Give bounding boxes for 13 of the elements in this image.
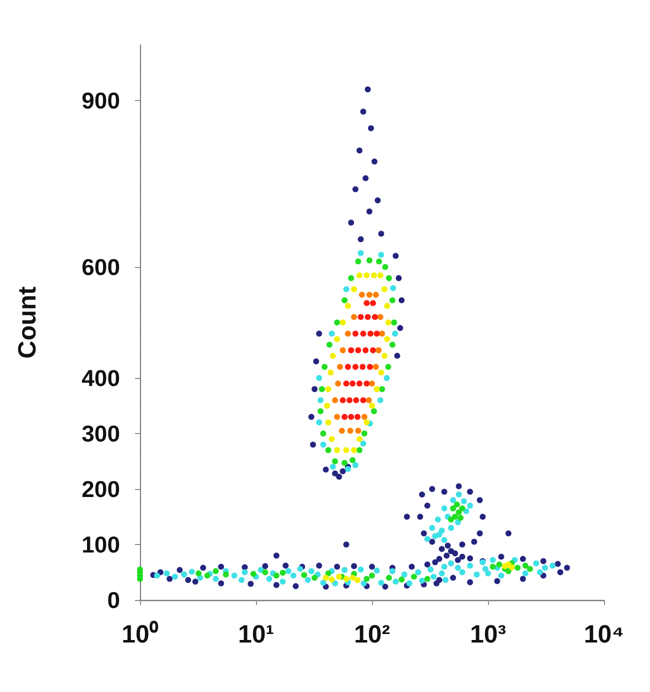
x-tick-label: 10⁰: [122, 620, 158, 648]
y-tick-label: 200: [82, 476, 120, 502]
y-tick-label: 600: [82, 254, 120, 280]
x-tick-label: 10²: [354, 620, 390, 648]
x-tick-label: 10⁴: [584, 620, 624, 648]
x-tick-label: 10¹: [238, 620, 274, 648]
y-tick-label: 300: [82, 420, 120, 446]
y-tick-label: 0: [107, 587, 120, 613]
x-tick-label: 10³: [470, 620, 506, 648]
y-tick-label: 400: [82, 365, 120, 391]
y-tick-label: 900: [82, 88, 120, 114]
y-tick-label: 100: [82, 532, 120, 558]
y-axis-title: Count: [14, 286, 42, 359]
